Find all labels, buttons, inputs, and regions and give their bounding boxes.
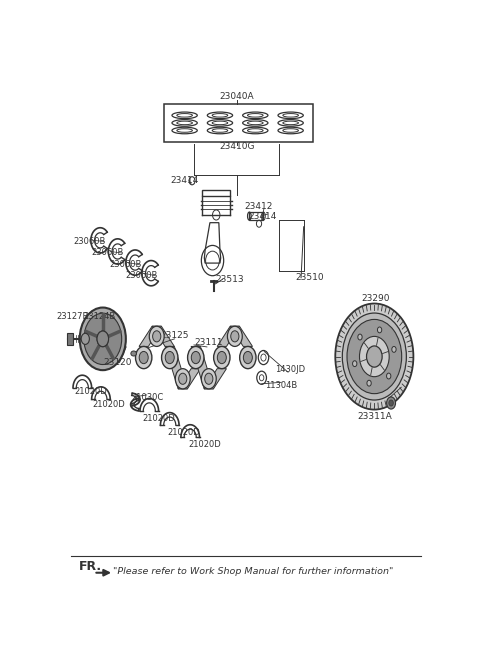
Circle shape — [139, 352, 148, 363]
Text: 23111: 23111 — [194, 338, 223, 348]
Text: 23040A: 23040A — [219, 92, 254, 101]
Bar — [67, 333, 73, 345]
Ellipse shape — [81, 333, 89, 344]
Circle shape — [165, 352, 174, 363]
Polygon shape — [230, 326, 252, 346]
Circle shape — [335, 304, 413, 409]
Text: 23060B: 23060B — [109, 260, 141, 269]
Polygon shape — [204, 369, 227, 389]
Circle shape — [240, 346, 256, 369]
Text: 23127B: 23127B — [57, 312, 89, 321]
Circle shape — [392, 346, 396, 352]
Circle shape — [353, 361, 357, 367]
Circle shape — [360, 337, 389, 377]
Text: 21020D: 21020D — [75, 388, 108, 396]
Polygon shape — [165, 346, 187, 389]
Bar — [164, 104, 313, 142]
Text: 1430JD: 1430JD — [275, 365, 305, 374]
Circle shape — [217, 352, 227, 363]
Text: 23290: 23290 — [361, 294, 390, 303]
Text: 23120: 23120 — [103, 358, 132, 367]
Circle shape — [175, 369, 190, 389]
Text: 21030C: 21030C — [132, 394, 164, 402]
Text: 23414: 23414 — [249, 212, 277, 220]
Circle shape — [342, 313, 407, 400]
Text: 23510: 23510 — [295, 274, 324, 282]
Text: 21020D: 21020D — [188, 440, 221, 449]
Polygon shape — [139, 326, 161, 346]
Circle shape — [386, 397, 396, 409]
Text: 23412: 23412 — [245, 201, 273, 211]
Circle shape — [153, 331, 161, 342]
Text: 23124B: 23124B — [83, 312, 115, 321]
Text: 11304B: 11304B — [265, 381, 298, 390]
Circle shape — [243, 352, 252, 363]
Circle shape — [188, 346, 204, 369]
Polygon shape — [217, 326, 240, 346]
Text: 23311A: 23311A — [357, 412, 392, 420]
Bar — [249, 212, 264, 220]
Text: 21020D: 21020D — [143, 414, 175, 422]
Circle shape — [97, 331, 108, 346]
Circle shape — [386, 373, 391, 379]
Circle shape — [389, 400, 393, 406]
Text: 23410G: 23410G — [219, 142, 254, 152]
Circle shape — [97, 331, 108, 346]
Circle shape — [367, 380, 371, 386]
Circle shape — [367, 346, 382, 367]
Text: 23513: 23513 — [215, 275, 243, 284]
Circle shape — [80, 308, 126, 370]
Circle shape — [377, 327, 382, 333]
Circle shape — [202, 369, 216, 389]
Text: FR.: FR. — [79, 560, 102, 573]
Circle shape — [179, 373, 187, 384]
Text: 21020D: 21020D — [93, 400, 125, 409]
Text: 23125: 23125 — [160, 331, 189, 340]
Circle shape — [135, 346, 152, 369]
Text: 23060B: 23060B — [73, 237, 106, 246]
Text: 21020D: 21020D — [168, 428, 201, 437]
Circle shape — [228, 326, 242, 346]
Text: 23060B: 23060B — [125, 271, 157, 280]
Circle shape — [149, 326, 164, 346]
Circle shape — [162, 346, 178, 369]
Circle shape — [231, 331, 239, 342]
Text: 23060B: 23060B — [91, 249, 124, 258]
Text: "Please refer to Work Shop Manual for further information": "Please refer to Work Shop Manual for fu… — [113, 567, 394, 576]
Circle shape — [204, 373, 213, 384]
Circle shape — [358, 334, 362, 340]
Circle shape — [347, 319, 402, 394]
Text: 23414: 23414 — [170, 176, 199, 185]
Ellipse shape — [131, 351, 136, 356]
Circle shape — [214, 346, 230, 369]
Polygon shape — [191, 346, 214, 389]
Circle shape — [191, 352, 200, 363]
Polygon shape — [152, 326, 174, 346]
Polygon shape — [178, 369, 201, 389]
Circle shape — [84, 313, 122, 365]
